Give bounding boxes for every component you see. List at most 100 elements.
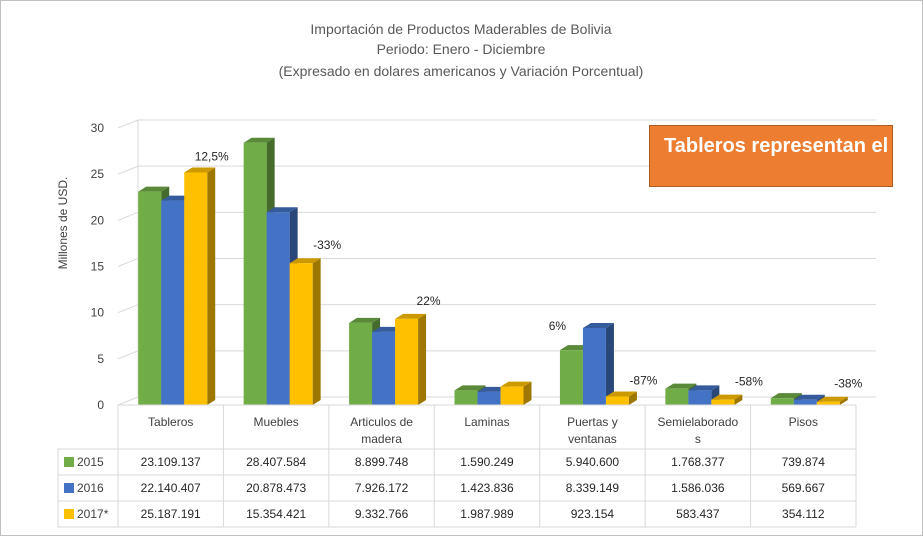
table-cell: 1.768.377 [671,455,725,469]
gridline-depth [117,165,139,175]
bar [816,401,840,405]
legend-entry: 2015 [77,455,104,469]
table-cell: 28.407.584 [246,455,306,469]
y-tick-label: 5 [97,352,104,366]
bar-top [454,385,486,391]
table-cell: 1.423.836 [460,481,514,495]
bar [138,191,162,405]
table-cell: 25.187.191 [141,507,201,521]
table-cell: 1.987.989 [460,507,514,521]
bar [500,386,524,405]
bar-side [605,323,614,405]
bar [793,399,817,405]
legend-swatch [64,483,74,493]
x-tick-label: Puertas y [567,415,618,429]
variation-label: 6% [549,319,567,333]
y-tick-label: 0 [97,398,104,412]
table-cell: 923.154 [571,507,615,521]
table-cell: 569.667 [782,481,826,495]
table-cell: 22.140.407 [141,481,201,495]
x-tick-label: Semielaborado [657,415,738,429]
chart-title: Importación de Productos Maderables de B… [310,21,611,37]
table-cell: 354.112 [782,507,825,521]
bar-top [184,167,216,173]
bar [454,390,478,405]
bar [349,322,373,405]
gridline-depth [117,350,139,360]
bar-top [243,137,275,143]
variation-label: -58% [735,375,763,389]
bar [395,318,419,405]
table-cell: 9.332.766 [355,507,409,521]
bar-top [500,381,532,387]
bar-side [839,396,848,405]
bar [605,396,629,405]
variation-label: -38% [834,377,862,391]
bar-top [770,393,802,399]
bar-top [816,396,848,402]
bar [582,328,606,405]
bar-top [665,383,697,389]
bar [243,142,267,405]
bar-top [395,313,427,319]
gridline-depth [117,119,139,129]
bar-top [793,394,825,400]
bar-side [418,313,427,405]
bar [711,399,735,405]
gridline-depth [117,211,139,221]
bar-side [734,394,743,405]
bar-top [688,385,720,391]
x-tick-label: ventanas [568,432,617,446]
table-cell: 1.590.249 [460,455,514,469]
callout-box: Tableros representan el [649,125,893,187]
x-tick-label: s [695,432,701,446]
table-cell: 8.339.149 [566,481,620,495]
y-tick-label: 25 [91,167,105,181]
variation-label: 22% [417,294,441,308]
bar-top [289,258,321,264]
variation-label: -87% [629,373,657,387]
table-cell: 20.878.473 [246,481,306,495]
gridline-depth [117,304,139,314]
bar [161,200,185,405]
x-tick-label: Tableros [148,415,193,429]
chart-subtitle: Periodo: Enero - Diciembre [377,41,546,57]
bar [289,263,313,405]
table-cell: 7.926.172 [355,481,409,495]
bar [770,398,794,405]
table-cell: 583.437 [676,507,720,521]
gridline-depth [117,258,139,267]
bar [372,331,396,405]
y-tick-label: 10 [91,306,105,320]
table-cell: 8.899.748 [355,455,409,469]
x-tick-label: Articulos de [350,415,413,429]
y-tick-label: 15 [91,260,105,274]
bar [559,350,583,405]
bar-top [138,186,170,192]
x-tick-label: Pisos [789,415,818,429]
bar-top [582,323,614,329]
gridline-depth [117,396,139,406]
table-cell: 739.874 [782,455,826,469]
bar-side [523,381,532,405]
bar [184,172,208,405]
bar [266,212,290,405]
variation-label: 12,5% [195,149,229,163]
x-tick-label: Muebles [253,415,298,429]
y-tick-label: 20 [91,213,105,227]
bar-top [711,394,743,400]
bar-side [628,391,637,405]
bar [477,391,501,405]
x-tick-label: madera [361,432,402,446]
y-axis-label: Millones de USD. [56,177,70,270]
legend-entry: 2016 [77,481,104,495]
bar-top [266,207,298,213]
bar [665,388,689,405]
bar-side [207,167,216,405]
table-cell: 1.586.036 [671,481,725,495]
bar-top [349,317,381,323]
table-cell: 15.354.421 [246,507,306,521]
legend-swatch [64,509,74,519]
